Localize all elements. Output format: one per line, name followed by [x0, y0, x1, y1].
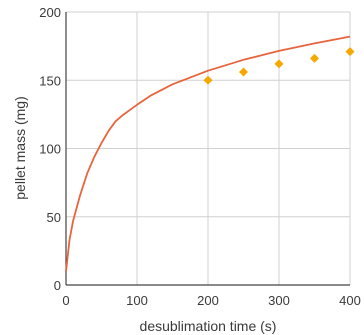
x-tick-label: 300	[268, 293, 290, 308]
data-point-marker	[239, 67, 248, 77]
axes	[65, 12, 350, 286]
y-tick-label: 100	[39, 142, 61, 157]
data-point-marker	[274, 59, 284, 69]
y-tick-label: 0	[54, 278, 61, 293]
x-tick-label: 0	[62, 293, 69, 308]
data-point-marker	[203, 75, 213, 85]
x-axis-label: desublimation time (s)	[140, 318, 277, 334]
data-point-marker	[345, 47, 355, 57]
series-layer	[65, 35, 355, 272]
y-tick-label: 50	[47, 210, 61, 225]
fit-curve-line	[65, 35, 351, 272]
x-tick-label: 100	[126, 293, 148, 308]
y-tick-labels: 0 50 100 150 200	[39, 5, 61, 293]
y-tick-label: 200	[39, 5, 61, 20]
x-tick-label: 400	[339, 293, 361, 308]
grid	[66, 11, 351, 285]
y-tick-label: 150	[39, 73, 61, 88]
y-axis-label: pellet mass (mg)	[12, 96, 28, 199]
x-tick-labels: 0 100 200 300 400	[62, 293, 360, 308]
data-point-marker	[310, 53, 319, 63]
x-tick-label: 200	[197, 293, 219, 308]
